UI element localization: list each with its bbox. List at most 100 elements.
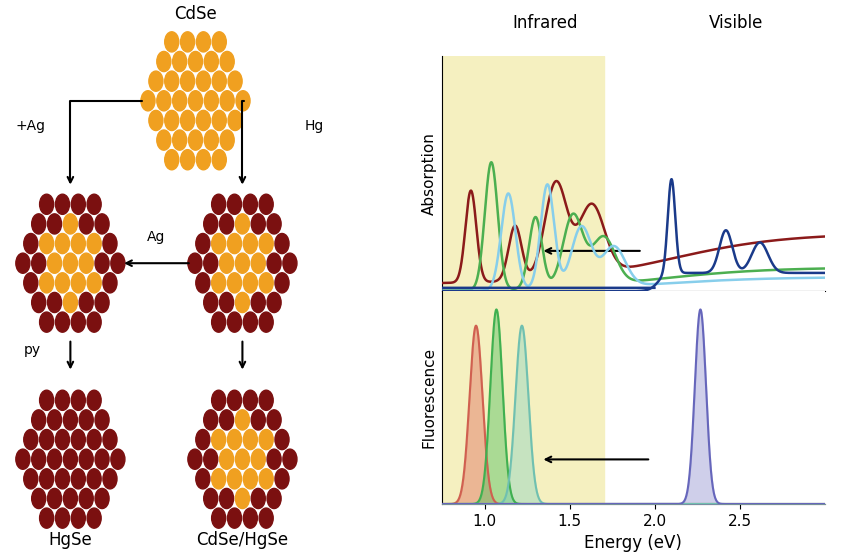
Circle shape [95, 214, 109, 234]
Bar [442, 291, 604, 504]
Circle shape [212, 32, 226, 52]
Circle shape [31, 292, 46, 312]
Circle shape [71, 312, 85, 332]
Circle shape [204, 292, 218, 312]
Circle shape [188, 253, 202, 273]
Text: CdSe: CdSe [174, 5, 217, 23]
Circle shape [48, 410, 61, 430]
Bar [442, 56, 604, 291]
Circle shape [252, 488, 265, 508]
Text: Infrared: Infrared [513, 15, 578, 32]
Circle shape [228, 312, 241, 332]
Circle shape [95, 488, 109, 508]
Circle shape [87, 312, 101, 332]
Circle shape [189, 91, 202, 111]
Circle shape [219, 292, 234, 312]
Circle shape [165, 71, 178, 91]
Circle shape [196, 234, 210, 254]
Circle shape [196, 469, 210, 489]
Circle shape [267, 253, 281, 273]
Circle shape [228, 390, 241, 410]
Circle shape [204, 253, 218, 273]
Circle shape [196, 150, 211, 170]
Circle shape [259, 469, 273, 489]
Circle shape [79, 410, 94, 430]
Circle shape [180, 71, 195, 91]
Circle shape [141, 91, 155, 111]
Circle shape [79, 214, 94, 234]
Circle shape [156, 130, 171, 150]
Circle shape [16, 449, 30, 469]
Circle shape [228, 110, 242, 130]
Circle shape [64, 253, 77, 273]
Circle shape [87, 234, 101, 254]
X-axis label: Energy (eV): Energy (eV) [584, 534, 683, 552]
Circle shape [243, 273, 258, 293]
Circle shape [228, 234, 241, 254]
Circle shape [165, 150, 178, 170]
Circle shape [243, 312, 258, 332]
Text: py: py [24, 343, 41, 357]
Circle shape [180, 150, 195, 170]
Circle shape [156, 52, 171, 72]
Circle shape [204, 488, 218, 508]
Circle shape [236, 91, 250, 111]
Circle shape [196, 71, 211, 91]
Circle shape [110, 253, 125, 273]
Circle shape [64, 410, 77, 430]
Circle shape [228, 508, 241, 528]
Circle shape [212, 390, 226, 410]
Circle shape [110, 449, 125, 469]
Circle shape [196, 273, 210, 293]
Circle shape [204, 410, 218, 430]
Circle shape [103, 273, 117, 293]
Circle shape [31, 214, 46, 234]
Circle shape [228, 273, 241, 293]
Circle shape [219, 214, 234, 234]
Circle shape [55, 390, 70, 410]
Circle shape [252, 410, 265, 430]
Circle shape [219, 253, 234, 273]
Circle shape [95, 253, 109, 273]
Circle shape [173, 91, 187, 111]
Circle shape [40, 312, 54, 332]
Circle shape [188, 449, 202, 469]
Circle shape [235, 488, 249, 508]
Circle shape [267, 214, 281, 234]
Circle shape [228, 194, 241, 214]
Circle shape [220, 91, 235, 111]
Circle shape [252, 449, 265, 469]
Circle shape [243, 430, 258, 450]
Circle shape [48, 253, 61, 273]
Circle shape [212, 110, 226, 130]
Circle shape [40, 469, 54, 489]
Circle shape [275, 469, 289, 489]
Circle shape [212, 469, 226, 489]
Text: HgSe: HgSe [48, 531, 93, 549]
Circle shape [283, 449, 297, 469]
Circle shape [87, 390, 101, 410]
Circle shape [228, 430, 241, 450]
Circle shape [87, 469, 101, 489]
Circle shape [283, 253, 297, 273]
Circle shape [55, 273, 70, 293]
Circle shape [40, 430, 54, 450]
Circle shape [259, 508, 273, 528]
Circle shape [79, 292, 94, 312]
Circle shape [71, 234, 85, 254]
Circle shape [48, 449, 61, 469]
Circle shape [243, 234, 258, 254]
Circle shape [40, 273, 54, 293]
Circle shape [55, 234, 70, 254]
Circle shape [24, 273, 38, 293]
Circle shape [228, 469, 241, 489]
Circle shape [189, 52, 202, 72]
Circle shape [71, 469, 85, 489]
Circle shape [219, 410, 234, 430]
Circle shape [165, 110, 178, 130]
Circle shape [252, 253, 265, 273]
Circle shape [79, 449, 94, 469]
Circle shape [103, 234, 117, 254]
Circle shape [204, 214, 218, 234]
Circle shape [64, 488, 77, 508]
